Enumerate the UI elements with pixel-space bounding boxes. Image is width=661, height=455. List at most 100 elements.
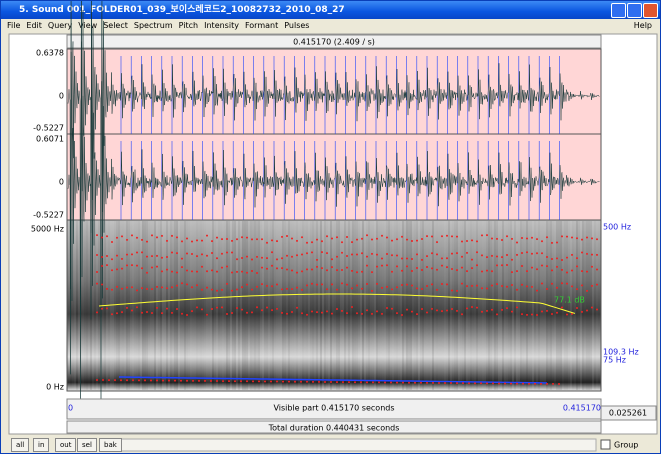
decoration	[498, 382, 500, 384]
decoration	[306, 284, 308, 286]
decoration	[251, 259, 253, 261]
decoration	[381, 258, 383, 260]
decoration	[270, 381, 272, 383]
decoration	[296, 287, 298, 289]
decoration	[296, 307, 298, 309]
decoration	[456, 382, 458, 384]
decoration	[341, 241, 343, 243]
decoration	[321, 251, 323, 253]
decoration	[276, 381, 278, 383]
zoom-button[interactable]: all	[11, 438, 29, 452]
decoration	[531, 237, 533, 239]
decoration	[101, 256, 103, 258]
decoration	[116, 268, 118, 270]
decoration	[451, 308, 453, 310]
decoration	[556, 257, 558, 259]
decoration	[471, 285, 473, 287]
decoration	[466, 240, 468, 242]
decoration	[256, 238, 258, 240]
decoration	[136, 289, 138, 291]
decoration	[351, 287, 353, 289]
decoration	[246, 312, 248, 314]
decoration	[176, 308, 178, 310]
decoration	[481, 234, 483, 236]
decoration	[416, 253, 418, 255]
decoration	[161, 312, 163, 314]
decoration	[294, 381, 296, 383]
decoration	[576, 288, 578, 290]
decoration	[146, 288, 148, 290]
zoom-button[interactable]: out	[55, 438, 76, 452]
decoration	[286, 268, 288, 270]
decoration	[386, 264, 388, 266]
decoration	[496, 238, 498, 240]
decoration	[234, 380, 236, 382]
decoration	[114, 379, 116, 381]
decoration	[516, 270, 518, 272]
decoration	[444, 382, 446, 384]
decoration	[276, 267, 278, 269]
decoration	[596, 238, 598, 240]
decoration	[191, 286, 193, 288]
decoration	[526, 251, 528, 253]
decoration	[540, 383, 542, 385]
decoration	[371, 290, 373, 292]
decoration	[511, 311, 513, 313]
decoration	[301, 236, 303, 238]
decoration	[526, 238, 528, 240]
decoration	[566, 314, 568, 316]
decoration	[336, 256, 338, 258]
decoration	[421, 259, 423, 261]
decoration	[426, 285, 428, 287]
decoration	[596, 254, 598, 256]
decoration	[161, 286, 163, 288]
decoration	[581, 270, 583, 272]
decoration	[286, 288, 288, 290]
decoration	[126, 379, 128, 381]
decoration	[306, 252, 308, 254]
decoration	[476, 264, 478, 266]
decoration	[431, 235, 433, 237]
decoration	[146, 256, 148, 258]
decoration	[226, 283, 228, 285]
group-label: Group	[614, 441, 638, 450]
decoration	[566, 236, 568, 238]
decoration	[96, 254, 98, 256]
decoration	[466, 285, 468, 287]
decoration	[166, 269, 168, 271]
decoration	[226, 238, 228, 240]
group-checkbox[interactable]	[601, 440, 610, 449]
decoration	[264, 380, 266, 382]
decoration	[146, 272, 148, 274]
zoom-button[interactable]: sel	[77, 438, 97, 452]
decoration	[406, 265, 408, 267]
spec-right-top: 500 Hz	[603, 223, 631, 232]
decoration	[586, 271, 588, 273]
zoom-button[interactable]: bak	[99, 438, 122, 452]
zoom-button[interactable]: in	[33, 438, 49, 452]
decoration	[401, 257, 403, 259]
decoration	[206, 270, 208, 272]
decoration	[401, 314, 403, 316]
decoration	[546, 236, 548, 238]
total-duration: Total duration 0.440431 seconds	[268, 424, 400, 433]
decoration	[491, 255, 493, 257]
scrollbar[interactable]	[121, 439, 596, 451]
decoration	[486, 256, 488, 258]
decoration	[331, 237, 333, 239]
decoration	[251, 311, 253, 313]
decoration	[596, 268, 598, 270]
decoration	[306, 381, 308, 383]
ch2-max: 0.6071	[36, 135, 64, 144]
decoration	[510, 383, 512, 385]
decoration	[506, 286, 508, 288]
decoration	[366, 381, 368, 383]
decoration	[461, 267, 463, 269]
decoration	[201, 308, 203, 310]
decoration	[256, 256, 258, 258]
decoration	[236, 271, 238, 273]
decoration	[446, 266, 448, 268]
decoration	[106, 307, 108, 309]
decoration	[480, 382, 482, 384]
decoration	[216, 380, 218, 382]
